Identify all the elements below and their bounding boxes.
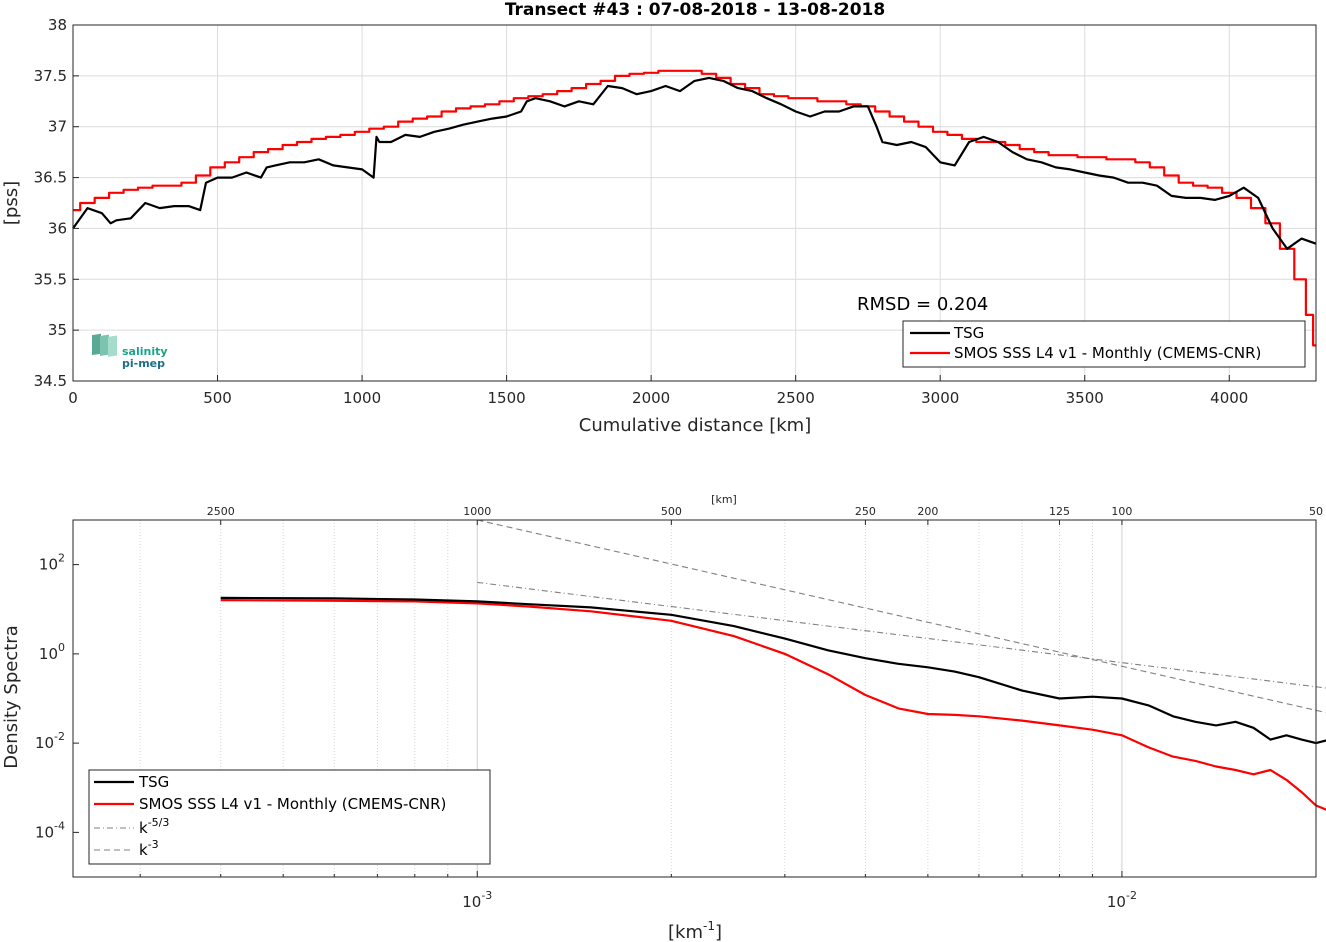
bottom-xtick-label: 10-3 (462, 889, 492, 911)
bottom-ytick-label-exp: 2 (58, 552, 65, 565)
top-ytick-label: 37 (48, 118, 67, 136)
k53-base: k (139, 819, 148, 837)
top-km-tick-label: 50 (1309, 505, 1323, 518)
bottom-series-smos-line (220, 599, 1326, 811)
bottom-series (220, 519, 1326, 811)
top-ticks: 0 500 1000 1500 2000 2500 3000 3500 4000 34.5 35 35… (34, 16, 1249, 407)
logo-text-pimep: pi-mep (122, 357, 165, 370)
top-legend-label-tsg: TSG (953, 324, 984, 342)
top-axes-box (72, 24, 1317, 382)
chart-title: Transect #43 : 07-08-2018 - 13-08-2018 (505, 0, 885, 20)
logo-bar-3 (108, 335, 117, 357)
bottom-ylabel: Density Spectra (1, 625, 22, 768)
bottom-ytick-label-base: 10 (39, 556, 58, 574)
top-legend-box (902, 320, 1306, 368)
bottom-xlabel-base: [km (668, 922, 703, 942)
top-km-tick-label: 100 (1111, 505, 1132, 518)
bottom-series-k3-line (477, 519, 1326, 714)
bottom-ytick-label-exp: -2 (54, 730, 65, 743)
bottom-ytick-label: 102 (39, 552, 65, 574)
top-ytick-label: 35.5 (34, 270, 67, 288)
bottom-legend: TSG SMOS SSS L4 v1 - Monthly (CMEMS-CNR)… (88, 769, 491, 865)
bottom-xlabel-exp: -1 (703, 919, 715, 933)
bottom-legend-label-smos: SMOS SSS L4 v1 - Monthly (CMEMS-CNR) (139, 795, 446, 813)
bottom-legend-label-k3: k-3 (139, 838, 159, 859)
top-xtick-label: 2000 (632, 389, 670, 407)
top-series-tsg-line (72, 76, 1317, 250)
bottom-series-tsg-line (220, 596, 1326, 745)
top-km-tick-label: 200 (917, 505, 938, 518)
logo-text-salinity: salinity (122, 345, 168, 358)
top-xtick-label: 1500 (488, 389, 526, 407)
top-xtick-label: 1000 (343, 389, 381, 407)
bottom-ytick-label: 100 (39, 641, 65, 663)
top-km-tick-label: 125 (1049, 505, 1070, 518)
top-xtick-label: 4000 (1210, 389, 1248, 407)
salinity-pi-mep-logo: salinity pi-mep (92, 333, 168, 370)
top-xtick-label: 0 (68, 389, 78, 407)
top-ytick-label: 37.5 (34, 67, 67, 85)
bottom-ytick-label-base: 10 (35, 823, 54, 841)
top-xtick-label: 2500 (777, 389, 815, 407)
bottom-xtick-label-exp: -2 (1126, 889, 1137, 902)
top-series-smos-line (73, 69, 1316, 347)
top-ylabel: [pss] (1, 181, 22, 225)
bottom-ytick-label: 10-2 (35, 730, 65, 752)
bottom-xtick-label-base: 10 (462, 893, 481, 911)
bottom-xtick-label-base: 10 (1107, 893, 1126, 911)
top-xtick-label: 3500 (1066, 389, 1104, 407)
top-ytick-label: 36.5 (34, 169, 67, 187)
top-legend-label-smos: SMOS SSS L4 v1 - Monthly (CMEMS-CNR) (954, 344, 1261, 362)
top-xtick-label: 500 (203, 389, 232, 407)
top-ytick-label: 35 (48, 321, 67, 339)
bottom-series-k53-line (477, 581, 1326, 689)
top-ytick-label: 34.5 (34, 372, 67, 390)
bottom-axes-box (72, 519, 1317, 878)
bottom-xtick-label-exp: -3 (481, 889, 492, 902)
bottom-ytick-label-exp: -4 (54, 819, 65, 832)
top-km-tick-label: 500 (661, 505, 682, 518)
bottom-ytick-label: 10-4 (35, 819, 65, 841)
transect-panel: Transect #43 : 07-08-2018 - 13-08-2018 0… (1, 0, 1317, 436)
top-km-tick-label: 1000 (463, 505, 491, 518)
rmsd-annotation: RMSD = 0.204 (857, 294, 988, 315)
k53-exp: -5/3 (148, 816, 170, 829)
bottom-xtick-label: 10-2 (1107, 889, 1137, 911)
top-ytick-label: 36 (48, 219, 67, 237)
k3-base: k (139, 841, 148, 859)
top-ytick-label: 38 (48, 16, 67, 34)
bottom-ytick-label-base: 10 (35, 734, 54, 752)
top-xtick-label: 3000 (921, 389, 959, 407)
top-xlabel: Cumulative distance [km] (579, 415, 811, 436)
top-km-tick-label: 2500 (207, 505, 235, 518)
top-grid (73, 25, 1316, 381)
logo-bar-1 (92, 333, 101, 356)
bottom-ytick-label-exp: 0 (58, 641, 65, 654)
top-series (72, 69, 1317, 347)
top-legend: TSG SMOS SSS L4 v1 - Monthly (CMEMS-CNR) (902, 320, 1306, 368)
bottom-legend-label-tsg: TSG (138, 773, 169, 791)
bottom-ytick-label-base: 10 (39, 645, 58, 663)
k3-exp: -3 (148, 838, 159, 851)
bottom-xlabel: [km-1] (668, 919, 722, 942)
bottom-legend-label-k53: k-5/3 (139, 816, 169, 837)
bottom-legend-box (88, 769, 491, 865)
logo-bar-2 (100, 334, 109, 356)
top-axis-km-label: [km] (711, 493, 737, 506)
top-km-tick-label: 250 (855, 505, 876, 518)
